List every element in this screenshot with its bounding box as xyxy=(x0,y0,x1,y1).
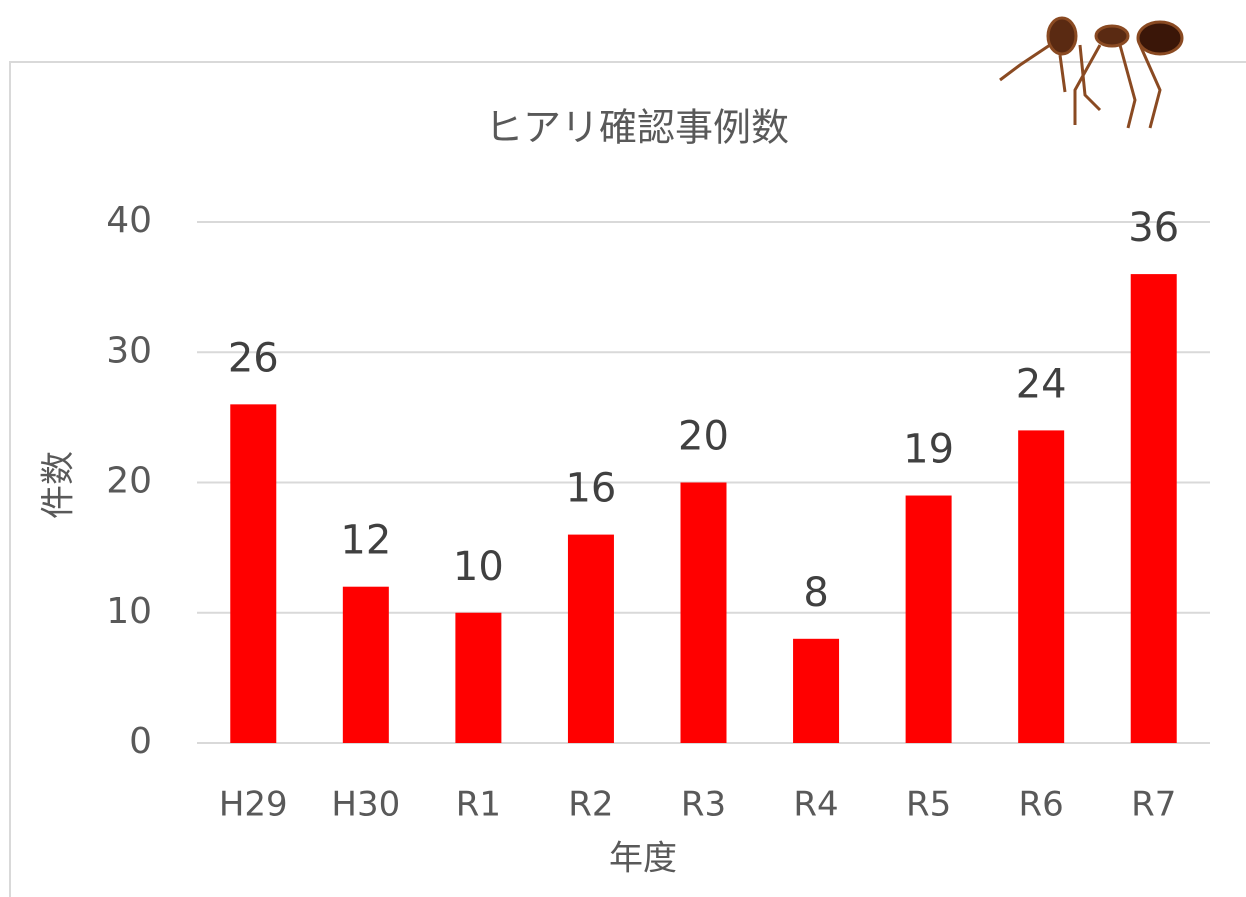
data-label: 36 xyxy=(1128,205,1179,251)
x-tick-label: R5 xyxy=(906,785,951,825)
data-label: 19 xyxy=(903,427,954,473)
bar xyxy=(568,535,614,743)
data-label: 8 xyxy=(803,570,828,616)
data-label: 20 xyxy=(678,414,729,460)
y-tick-label: 10 xyxy=(106,591,152,632)
bar xyxy=(1131,274,1177,743)
bar xyxy=(906,496,952,743)
bar xyxy=(455,613,501,743)
y-tick-label: 40 xyxy=(106,200,152,241)
x-tick-label: R6 xyxy=(1019,785,1064,825)
data-label: 16 xyxy=(565,466,616,512)
x-tick-label: R4 xyxy=(793,785,838,825)
chart: ヒアリ確認事例数 件数 年度 0 10 20 30 40 H29 26 H30 12 R1 10 R2… xyxy=(0,0,1246,897)
ant-illustration xyxy=(1000,18,1182,128)
y-tick-label: 30 xyxy=(106,330,152,371)
x-tick-label: R3 xyxy=(681,785,726,825)
bar xyxy=(230,404,276,743)
chart-title: ヒアリ確認事例数 xyxy=(485,106,789,150)
bar xyxy=(343,587,389,743)
x-tick-label: R2 xyxy=(568,785,613,825)
y-tick-label: 0 xyxy=(129,721,152,762)
x-tick-label: H30 xyxy=(331,785,400,825)
x-axis-label: 年度 xyxy=(609,839,677,879)
bar xyxy=(1018,430,1064,743)
x-tick-label: R1 xyxy=(456,785,501,825)
data-label: 12 xyxy=(340,518,391,564)
bar xyxy=(681,483,727,744)
bar xyxy=(793,639,839,743)
data-label: 10 xyxy=(453,544,504,590)
data-label: 24 xyxy=(1016,361,1067,407)
page: ヒアリ確認事例数 件数 年度 0 10 20 30 40 H29 26 H30 12 R1 10 R2… xyxy=(0,0,1246,897)
y-tick-label: 20 xyxy=(106,461,152,502)
y-axis-label: 件数 xyxy=(39,451,79,519)
x-tick-label: H29 xyxy=(219,785,288,825)
data-label: 26 xyxy=(228,335,279,381)
x-tick-label: R7 xyxy=(1131,785,1176,825)
